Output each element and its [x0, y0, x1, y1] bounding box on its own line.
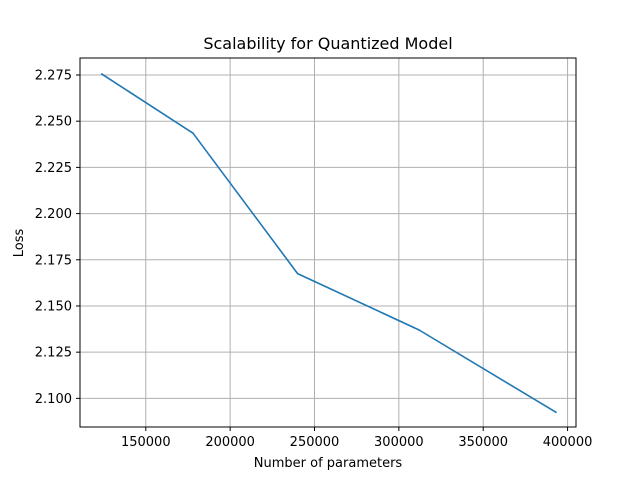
y-axis-ticks: 2.100 2.125 2.150 2.175 2.200 2.225 2.250 2.275	[35, 68, 80, 407]
chart-title: Scalability for Quantized Model	[203, 34, 452, 53]
plot-frame	[79, 57, 577, 428]
x-tick-label: 250000	[290, 435, 340, 450]
series-layer	[100, 72, 557, 414]
y-tick-label: 2.100	[35, 392, 72, 407]
y-tick-label: 2.150	[35, 299, 72, 314]
y-tick-label: 2.125	[35, 346, 72, 361]
x-axis-label: Number of parameters	[254, 456, 403, 471]
y-tick-label: 2.225	[35, 161, 72, 176]
data-point	[192, 132, 194, 135]
data-point	[418, 329, 420, 331]
y-tick-label: 2.200	[35, 207, 72, 222]
x-tick-label: 200000	[205, 435, 255, 450]
y-tick-label: 2.275	[35, 68, 72, 83]
x-axis-ticks: 150000 200000 250000 300000 350000 400000	[121, 427, 592, 450]
y-tick-label: 2.250	[35, 115, 72, 130]
x-tick-label: 350000	[458, 435, 508, 450]
x-tick-label: 400000	[543, 435, 593, 450]
y-axis-label: Loss	[12, 229, 27, 258]
x-tick-label: 300000	[374, 435, 424, 450]
grid-lines	[80, 58, 576, 427]
plot-background	[80, 58, 576, 427]
data-point	[554, 411, 557, 414]
x-tick-label: 150000	[121, 435, 171, 450]
data-point	[296, 272, 299, 275]
data-point	[101, 73, 103, 75]
y-tick-label: 2.175	[35, 253, 72, 268]
